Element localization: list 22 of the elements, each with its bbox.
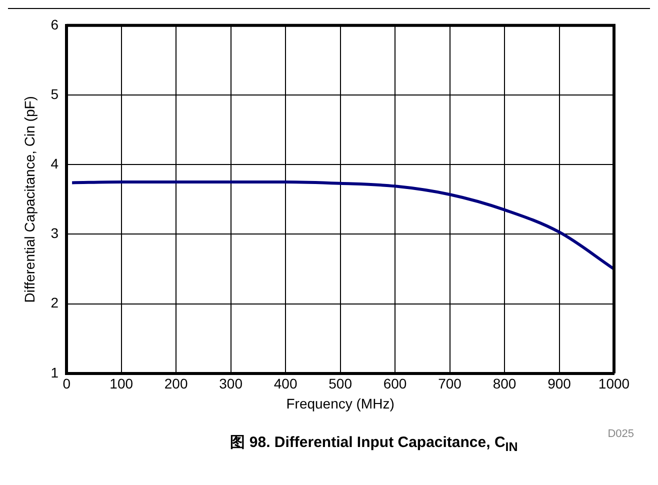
- y-tick-label: 3: [50, 225, 59, 242]
- x-tick-label: 600: [383, 376, 407, 392]
- x-tick-label: 500: [328, 376, 352, 392]
- x-tick-label: 1000: [598, 376, 630, 392]
- text: 图 98. Differential Input Capacitance, C$_{IN}$: [230, 434, 518, 454]
- x-tick-label: 400: [274, 376, 298, 392]
- x-tick-label: 100: [110, 376, 134, 392]
- x-tick-label: 800: [492, 376, 516, 392]
- y-tick-label: 2: [50, 294, 59, 311]
- y-tick-label: 4: [50, 155, 59, 172]
- text: D025: [608, 428, 634, 440]
- y-tick-label: 6: [50, 16, 59, 32]
- x-tick-label: 700: [438, 376, 462, 392]
- x-tick-label: 200: [164, 376, 188, 392]
- line-series: [70, 180, 614, 270]
- y-tick-label: 1: [50, 364, 59, 380]
- y-axis-title: Differential Capacitance, Cin (pF): [21, 96, 38, 303]
- y-tick-label: 5: [50, 86, 59, 102]
- x-tick-label: 300: [219, 376, 243, 392]
- x-tick-label: 900: [548, 376, 572, 392]
- x-axis-title: Frequency (MHz): [286, 395, 394, 412]
- x-tick-label: 0: [62, 376, 71, 392]
